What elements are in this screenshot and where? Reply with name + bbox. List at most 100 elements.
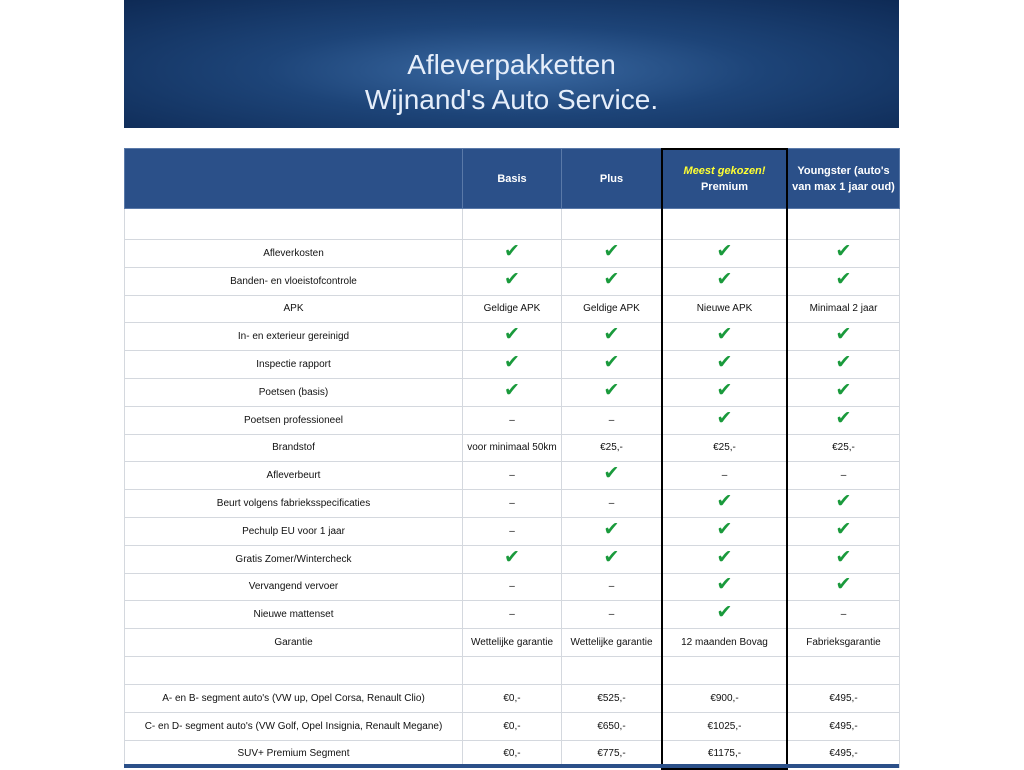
value: Nieuwe APK [696,303,753,315]
header-cell: Youngster (auto's van max 1 jaar oud) [787,148,900,209]
cell: ✔ [561,322,662,352]
value: €25,- [600,442,623,454]
value: ✔ [716,574,733,596]
value: ✔ [716,491,733,513]
table-row: Garantie Wettelijke garantie Wettelijke ga… [124,628,900,657]
value: 12 maanden Bovag [681,637,768,649]
table-row: Poetsen (basis) ✔ ✔ ✔ ✔ [124,377,900,407]
cell: €0,- [462,711,562,741]
label: Brandstof [272,442,315,454]
value: €1025,- [707,720,742,732]
value: Wettelijke garantie [570,637,653,649]
row-label: Garantie [124,628,463,657]
table-row: Beurt volgens fabrieksspecificaties – – ✔ ✔ [124,489,900,518]
cell: €0,- [462,683,562,713]
cell: – [462,572,562,602]
label: Afleverkosten [263,247,324,259]
cell: ✔ [561,461,662,491]
badge: Meest gekozen! [683,164,766,177]
value: ✔ [603,240,620,262]
value: €495,- [829,748,858,760]
value: ✔ [835,574,852,596]
row-label: APK [124,294,463,324]
value: – [509,609,515,621]
value: €495,- [829,720,858,732]
value: ✔ [603,324,620,346]
cell: voor minimaal 50km [462,433,562,463]
value: €25,- [832,442,855,454]
spacer-cell [124,208,463,240]
value: ✔ [835,240,852,262]
row-label: Poetsen professioneel [124,405,463,435]
cell: €650,- [561,711,662,741]
value: ✔ [716,518,733,540]
row-label: C- en D- segment auto's (VW Golf, Opel I… [124,711,463,741]
cell: ✔ [787,572,900,602]
value: Geldige APK [583,303,640,315]
value: ✔ [716,407,733,429]
cell: ✔ [787,489,900,518]
value: Wettelijke garantie [470,637,554,649]
value: ✔ [835,518,852,540]
label: Poetsen (basis) [258,386,329,398]
cell: – [661,461,788,491]
value: ✔ [835,352,852,374]
value: ✔ [835,324,852,346]
header-row: Basis Plus Meest gekozen! Premium Youngster … [124,148,900,209]
label: Vervangend vervoer [248,581,339,593]
label: Beurt volgens fabrieksspecificaties [216,498,371,510]
table-row: Banden- en vloeistofcontrole ✔ ✔ ✔ ✔ [124,266,900,296]
cell: – [462,600,562,630]
spacer-cell [787,655,900,685]
value: ✔ [835,268,852,290]
spacer-row [124,208,900,240]
cell: €1025,- [661,711,788,741]
cell: ✔ [661,489,788,518]
cell: ✔ [462,377,562,407]
pricing-table: Basis Plus Meest gekozen! Premium Youngster … [124,148,900,769]
value: Minimaal 2 jaar [809,303,878,315]
cell: ✔ [462,544,562,574]
row-label: Inspectie rapport [124,350,463,379]
value: ✔ [603,352,620,374]
value: – [721,470,728,482]
value: ✔ [716,546,733,568]
value: – [608,609,615,621]
spacer-cell [787,208,900,240]
cell: 12 maanden Bovag [661,628,788,657]
value: – [509,525,515,537]
value: €900,- [710,692,739,704]
spacer-cell [462,655,562,685]
value: – [840,470,847,482]
table-row: Gratis Zomer/Wintercheck ✔ ✔ ✔ ✔ [124,544,900,574]
cell: €900,- [661,683,788,713]
cell: ✔ [661,239,788,268]
spacer-cell [561,655,662,685]
cell: €495,- [787,739,900,769]
value: – [608,581,615,593]
label: SUV+ Premium Segment [237,748,350,760]
value: €525,- [597,692,626,704]
value: €0,- [503,748,521,760]
cell: ✔ [787,266,900,296]
value: €0,- [503,720,521,732]
cell: Wettelijke garantie [462,628,562,657]
banner: Afleverpakketten Wijnand's Auto Service. [124,0,899,128]
label: Pechulp EU voor 1 jaar [242,525,345,537]
cell: ✔ [661,600,788,630]
cell: ✔ [661,516,788,546]
cell: €495,- [787,683,900,713]
row-label: Beurt volgens fabrieksspecificaties [124,489,463,518]
value: – [608,498,615,510]
cell: ✔ [561,350,662,379]
header-cell: Meest gekozen! Premium [661,148,788,209]
cell: – [561,405,662,435]
value: voor minimaal 50km [467,442,557,454]
cell: – [561,489,662,518]
label: In- en exterieur gereinigd [237,331,350,343]
spacer-cell [124,655,463,685]
title-line: Wijnand's Auto Service. [364,84,659,115]
label: APK [283,303,304,315]
cell: ✔ [561,516,662,546]
value: – [608,414,615,426]
